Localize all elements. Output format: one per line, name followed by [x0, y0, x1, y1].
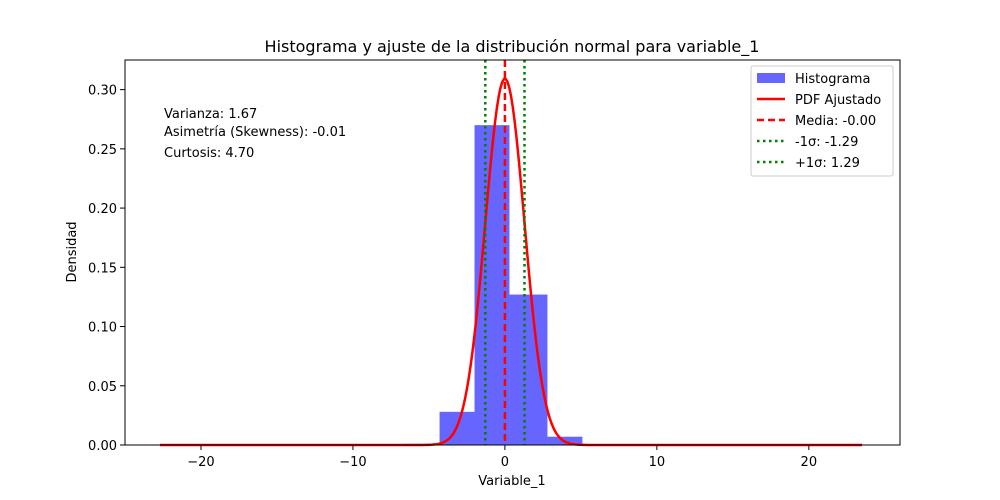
x-tick-label: −20	[187, 455, 214, 470]
kurtosis-annotation: Curtosis: 4.70	[164, 146, 254, 161]
legend-mean-label: Media: -0.00	[795, 114, 876, 129]
y-tick-label: 0.15	[88, 261, 117, 276]
y-tick-label: 0.05	[88, 380, 117, 395]
axes-frame	[124, 59, 901, 446]
stats-annotation: Varianza: 1.67 Asimetría (Skewness): -0.…	[164, 107, 346, 161]
x-tick-label: 0	[501, 455, 509, 470]
legend-box	[750, 65, 894, 177]
y-tick-label: 0.00	[88, 439, 117, 454]
y-tick-label: 0.25	[88, 143, 117, 158]
y-tick-label: 0.20	[88, 202, 117, 217]
x-tick-label: 20	[801, 455, 818, 470]
legend-histogram-swatch	[757, 73, 785, 83]
variance-annotation: Varianza: 1.67	[164, 107, 257, 122]
x-axis-label: Variable_1	[478, 474, 545, 489]
legend-pdf-label: PDF Ajustado	[795, 93, 881, 108]
legend-minus-sigma-label: -1σ: -1.29	[795, 135, 858, 150]
y-tick-label: 0.10	[88, 321, 117, 336]
histogram-bar	[509, 294, 548, 445]
x-tick-label: 10	[649, 455, 666, 470]
x-axis: −20 −10 0 10 20	[187, 445, 817, 470]
chart-title: Histograma y ajuste de la distribución n…	[265, 37, 760, 57]
y-tick-label: 0.30	[88, 84, 117, 99]
legend: Histograma PDF Ajustado Media: -0.00 -1σ…	[750, 65, 894, 177]
skewness-annotation: Asimetría (Skewness): -0.01	[164, 125, 346, 140]
y-axis: 0.00 0.05 0.10 0.15 0.20 0.25 0.30	[88, 84, 125, 454]
legend-histogram-label: Histograma	[795, 72, 870, 87]
x-tick-label: −10	[339, 455, 366, 470]
y-axis-label: Densidad	[65, 221, 80, 282]
legend-plus-sigma-label: +1σ: 1.29	[795, 156, 860, 171]
